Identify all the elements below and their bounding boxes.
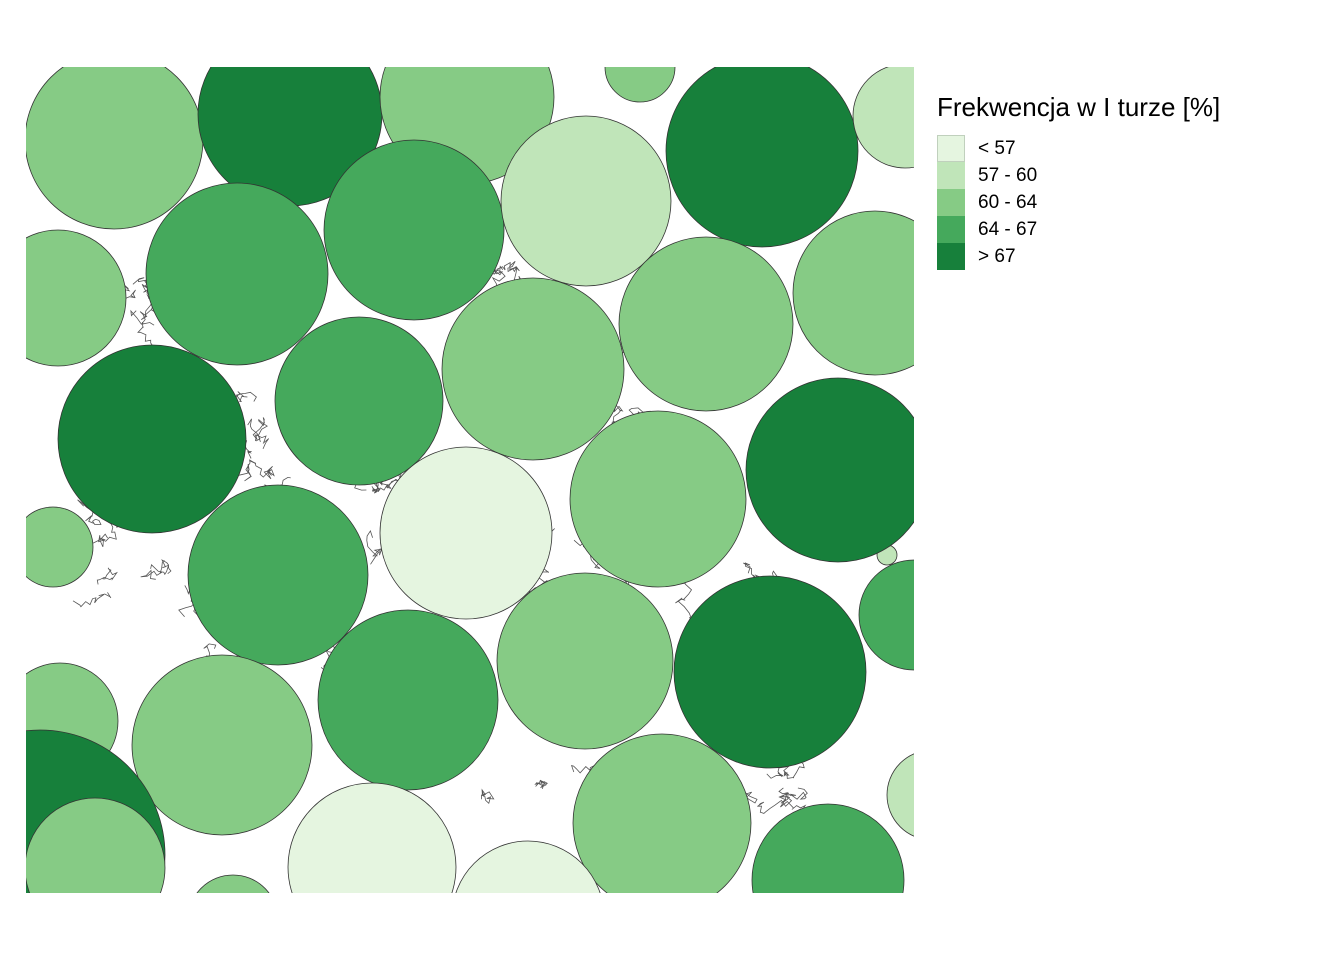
region-circle <box>569 410 747 588</box>
region-circle <box>26 229 127 367</box>
border-line <box>254 462 275 480</box>
border-line <box>757 792 793 814</box>
region-circle <box>441 277 625 461</box>
legend-swatch-gt67 <box>937 243 965 270</box>
legend-item-lt57: < 57 <box>937 135 1220 162</box>
region-circle <box>673 575 867 769</box>
border-line <box>481 788 495 805</box>
region-circle <box>274 316 444 486</box>
region-circle <box>323 139 505 321</box>
region-circle <box>604 67 676 103</box>
legend-swatch-lt57 <box>937 135 965 162</box>
border-line <box>234 391 257 404</box>
legend-label-lt57: < 57 <box>978 137 1016 159</box>
legend-label-60-64: 60 - 64 <box>978 191 1038 213</box>
region-circle <box>572 733 752 893</box>
region-circle <box>618 236 794 412</box>
legend-swatch-64-67 <box>937 216 965 243</box>
region-circle <box>287 782 457 893</box>
region-circle <box>500 115 672 287</box>
border-line <box>140 560 165 580</box>
cartogram-map <box>26 67 914 893</box>
region-circles <box>26 67 914 893</box>
region-circle <box>858 559 914 671</box>
border-line <box>491 265 506 290</box>
region-circle <box>665 67 859 248</box>
legend-swatch-57-60 <box>937 162 965 189</box>
legend-item-60-64: 60 - 64 <box>937 189 1220 216</box>
border-line <box>236 459 257 482</box>
legend-label-gt67: > 67 <box>978 245 1016 267</box>
region-circle <box>751 803 905 893</box>
border-line <box>492 260 516 275</box>
region-circle <box>196 874 270 893</box>
region-circle <box>317 609 499 791</box>
border-line <box>72 592 112 608</box>
legend-title: Frekwencja w I turze [%] <box>937 92 1221 122</box>
border-line <box>247 418 270 450</box>
legend-label-57-60: 57 - 60 <box>978 164 1038 186</box>
region-circle <box>496 572 674 750</box>
legend-label-64-67: 64 - 67 <box>978 218 1038 240</box>
region-circle <box>26 506 94 588</box>
region-circle <box>187 484 369 666</box>
legend-item-gt67: > 67 <box>937 243 1220 270</box>
region-circle <box>886 753 914 837</box>
region-circle <box>745 377 914 563</box>
border-line <box>534 779 549 790</box>
region-circle <box>145 182 329 366</box>
region-circle <box>57 344 247 534</box>
region-circle <box>852 67 914 169</box>
region-circle <box>131 654 313 836</box>
border-line <box>130 303 152 325</box>
legend-item-64-67: 64 - 67 <box>937 216 1220 243</box>
region-circle <box>379 446 553 620</box>
legend-swatch-60-64 <box>937 189 965 216</box>
border-line <box>783 757 805 779</box>
legend-item-57-60: 57 - 60 <box>937 162 1220 189</box>
region-circle <box>26 797 166 893</box>
border-line <box>743 562 765 586</box>
region-circle <box>26 67 204 230</box>
border-line <box>778 792 794 809</box>
map-panel <box>26 67 914 893</box>
legend: Frekwencja w I turze [%] < 57 57 - 60 60… <box>937 92 1220 270</box>
border-line <box>252 417 268 443</box>
region-circle <box>455 840 601 893</box>
border-line <box>77 499 102 525</box>
region-circle <box>792 210 914 376</box>
border-line <box>366 529 383 565</box>
border-line <box>778 787 808 800</box>
border-line <box>96 567 118 585</box>
